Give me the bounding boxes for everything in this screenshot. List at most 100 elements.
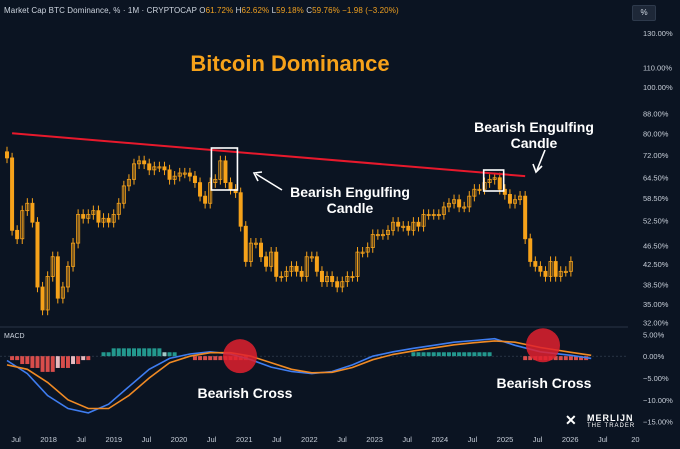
candle-body	[274, 251, 279, 277]
price-axis-tick: 38.50%	[643, 280, 669, 289]
macd-histogram-bar	[172, 352, 177, 357]
candle-body	[223, 160, 228, 184]
macd-axis-tick: −15.00%	[643, 418, 673, 427]
macd-histogram-bar	[45, 356, 50, 372]
candle-body	[518, 195, 523, 201]
candle-body	[264, 256, 269, 267]
candle-body	[452, 199, 457, 204]
candle-body	[416, 221, 421, 227]
macd-histogram-bar	[71, 356, 76, 365]
time-axis-tick: 2019	[105, 435, 122, 444]
candle-body	[391, 221, 396, 231]
candle-body	[182, 172, 187, 175]
macd-histogram-bar	[81, 356, 86, 361]
macd-histogram-bar	[20, 356, 25, 365]
candle-body	[147, 163, 152, 171]
time-axis-tick: Jul	[598, 435, 608, 444]
candle-body	[284, 270, 289, 277]
candle-body	[172, 175, 177, 180]
candle-body	[81, 214, 86, 219]
price-axis-tick: 110.00%	[643, 64, 672, 73]
macd-histogram-bar	[10, 356, 15, 361]
time-axis-tick: 2024	[431, 435, 448, 444]
macd-histogram-bar	[558, 356, 563, 361]
macd-histogram-bar	[482, 352, 487, 357]
candle-body	[152, 166, 157, 171]
candle-body	[548, 261, 553, 277]
candle-body	[431, 214, 436, 217]
candle-body	[411, 221, 416, 231]
candle-body	[533, 261, 538, 267]
low-value: 59.18%	[276, 6, 304, 15]
macd-histogram-bar	[106, 352, 111, 357]
candle-body	[137, 160, 142, 165]
candle-body	[101, 217, 106, 223]
candle-body	[10, 157, 15, 231]
candle-body	[538, 265, 543, 272]
candle-body	[309, 256, 314, 259]
candle-body	[492, 177, 497, 180]
macd-histogram-bar	[137, 348, 142, 357]
candle-body	[436, 214, 441, 217]
resistance-trendline	[11, 132, 526, 178]
macd-histogram-bar	[528, 356, 533, 361]
macd-histogram-bar	[132, 348, 136, 357]
candle-body	[360, 251, 365, 254]
macd-histogram-bar	[157, 348, 162, 357]
macd-histogram-bar	[467, 352, 472, 357]
candle-body	[55, 256, 60, 299]
candle-body	[446, 202, 451, 208]
watermark-logo: ✕ MERLIJN THE TRADER	[565, 412, 645, 432]
macd-line	[6, 337, 592, 414]
candle-body	[96, 210, 101, 223]
time-axis-tick: 2023	[366, 435, 383, 444]
engulfing-highlight-box	[210, 147, 239, 191]
candle-body	[294, 265, 299, 272]
price-axis-tick: 42.50%	[643, 260, 669, 269]
time-axis-tick: 2018	[40, 435, 57, 444]
candle-body	[355, 251, 360, 277]
candle-body	[203, 195, 208, 204]
candle-body	[248, 242, 253, 262]
candle-body	[91, 210, 96, 215]
macd-histogram-bar	[416, 352, 421, 357]
time-axis-tick: Jul	[533, 435, 543, 444]
engulfing-highlight-box	[482, 169, 505, 192]
time-axis-tick: Jul	[11, 435, 21, 444]
candle-body	[513, 199, 518, 204]
time-axis-tick: Jul	[402, 435, 412, 444]
time-axis-tick: Jul	[337, 435, 347, 444]
candle-body	[126, 178, 131, 187]
candle-body	[157, 166, 162, 169]
candle-body	[228, 182, 233, 190]
symbol-header: Market Cap BTC Dominance, % · 1M · CRYPT…	[4, 6, 399, 15]
candle-body	[304, 256, 309, 277]
time-axis-tick: 2020	[171, 435, 188, 444]
chart-title: Bitcoin Dominance	[190, 51, 390, 76]
candle-body	[121, 185, 126, 204]
macd-histogram-bar	[111, 348, 116, 357]
candle-body	[20, 210, 25, 240]
candle-body	[86, 214, 91, 219]
percent-scale-button[interactable]: %	[632, 5, 656, 21]
candle-body	[370, 234, 375, 248]
candle-body	[35, 221, 40, 288]
candle-body	[457, 199, 462, 208]
macd-histogram-bar	[436, 352, 441, 357]
right-engulfing-line2: Candle	[510, 135, 558, 151]
candle-body	[177, 172, 182, 177]
candle-body	[426, 214, 431, 217]
candle-body	[553, 261, 558, 277]
price-axis-tick: 80.00%	[643, 129, 669, 138]
macd-histogram-bar	[65, 356, 70, 368]
right-engulfing-line1: Bearish Engulfing	[474, 119, 594, 135]
candle-body	[502, 188, 507, 195]
macd-histogram-bar	[86, 356, 91, 361]
macd-label: MACD	[4, 333, 25, 340]
macd-histogram-bar	[142, 348, 147, 357]
price-axis-tick: 88.00%	[643, 110, 669, 119]
macd-histogram-bar	[218, 356, 223, 361]
macd-histogram-bar	[208, 356, 213, 361]
macd-histogram-bar	[411, 352, 416, 357]
candle-body	[335, 281, 340, 288]
